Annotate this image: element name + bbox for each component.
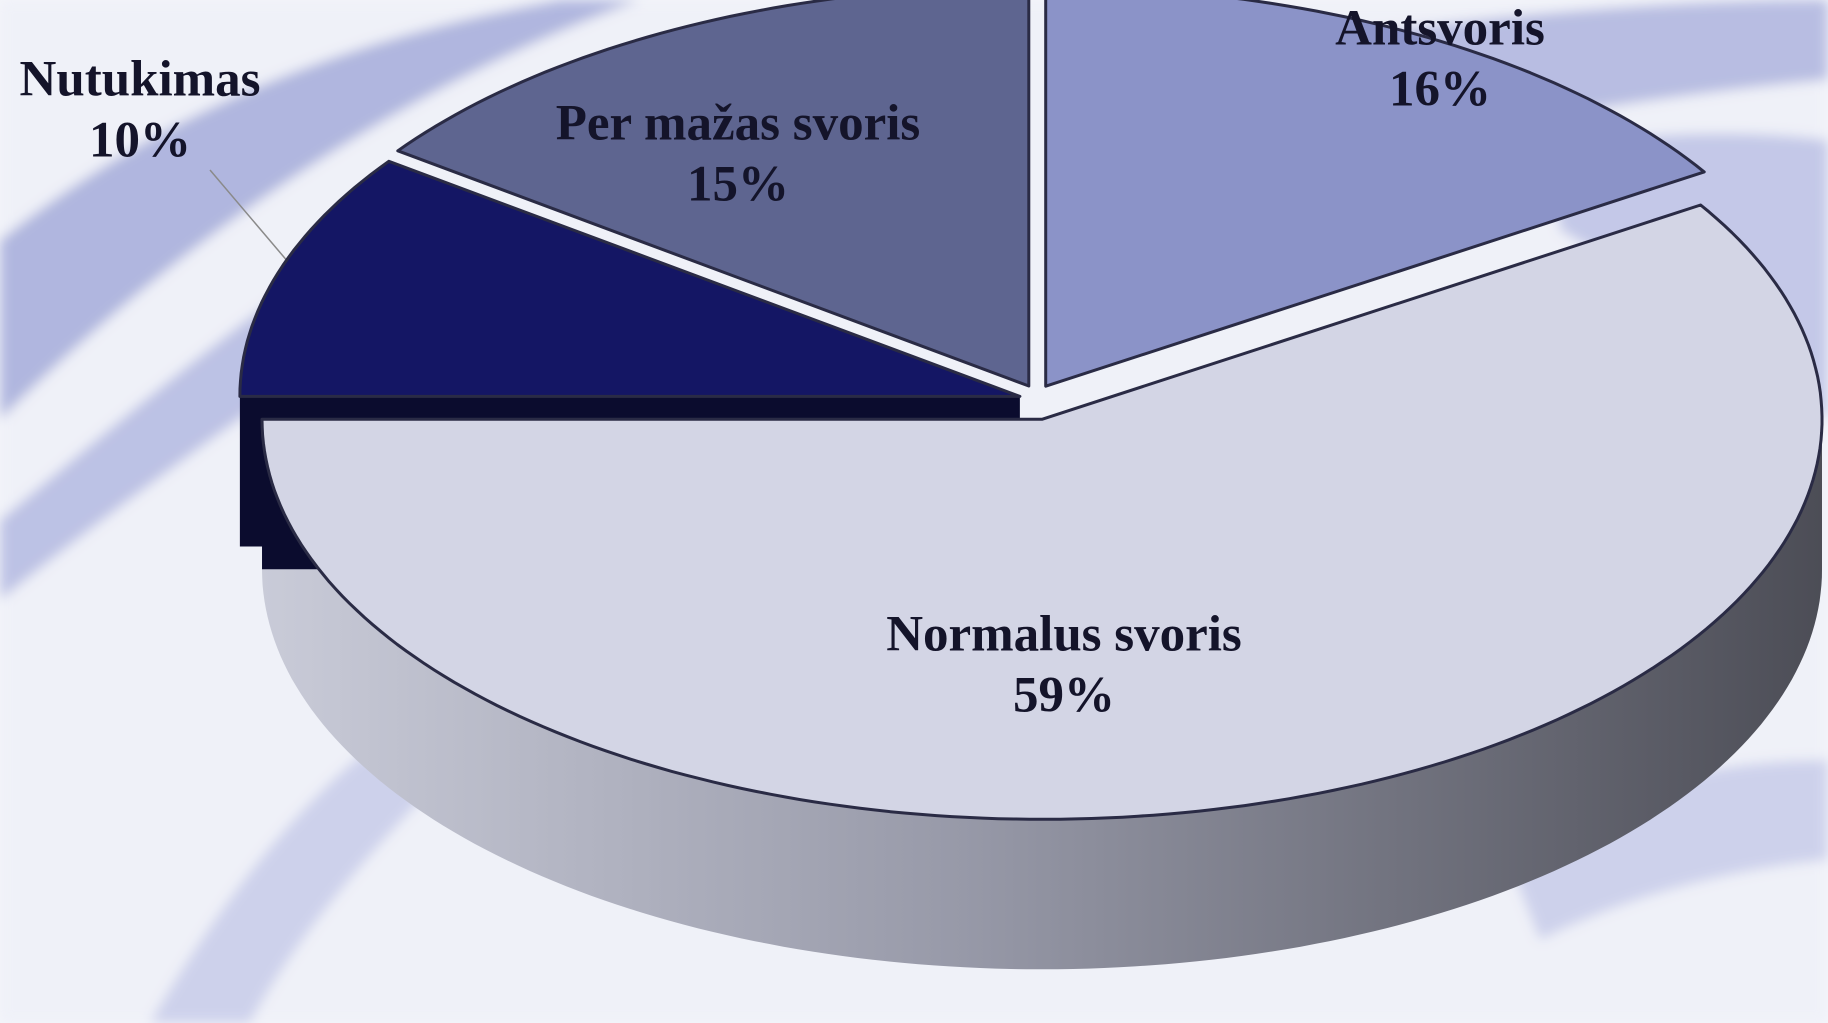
- pie: [238, 0, 1824, 970]
- slice-value-label: 15%: [687, 157, 789, 213]
- slice-value-label: 59%: [1013, 668, 1115, 724]
- slice: [260, 203, 1824, 821]
- slice: [1044, 0, 1706, 388]
- slice-category-label: Nutukimas: [20, 52, 261, 108]
- slice-category-label: Per mažas svoris: [556, 96, 920, 152]
- slice-category-label: Normalus svoris: [886, 607, 1242, 663]
- slice-category-label: Antsvoris: [1335, 1, 1545, 57]
- slice-side: [262, 419, 1822, 970]
- slice: [396, 0, 1031, 388]
- slice-value-label: 16%: [1389, 62, 1491, 118]
- leader-line: [209, 169, 301, 277]
- slice-value-label: 10%: [89, 113, 191, 169]
- slice: [238, 159, 1022, 398]
